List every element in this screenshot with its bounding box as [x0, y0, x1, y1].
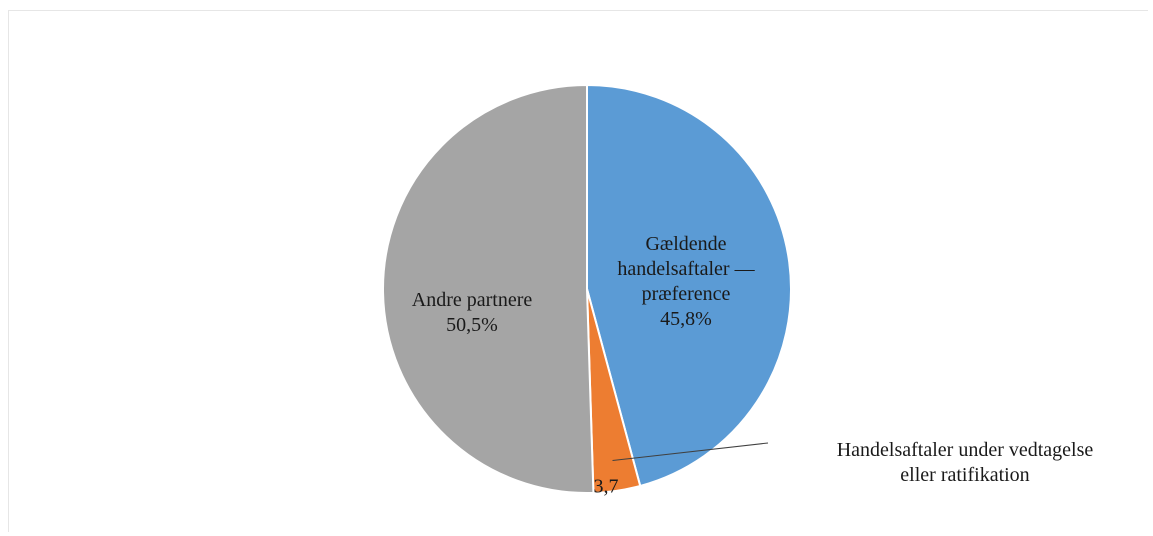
slice-label: Andre partnere 50,5% — [372, 288, 572, 338]
chart-frame — [8, 10, 1148, 532]
value-label: 50,5% — [446, 314, 498, 336]
category-label: Gældende handelsaftaler — præference — [617, 233, 755, 305]
value-label: 45,8% — [660, 308, 712, 330]
slice-label: Handelsaftaler under vedtagelse eller ra… — [825, 438, 1105, 488]
category-label: Handelsaftaler under vedtagelse eller ra… — [836, 439, 1094, 486]
slice-label: Gældende handelsaftaler — præference 45,8… — [591, 232, 781, 332]
value-label: 3,7 — [593, 475, 619, 498]
category-label: Andre partnere — [411, 289, 533, 311]
leader-line — [612, 442, 769, 462]
pie-slice — [382, 83, 595, 494]
